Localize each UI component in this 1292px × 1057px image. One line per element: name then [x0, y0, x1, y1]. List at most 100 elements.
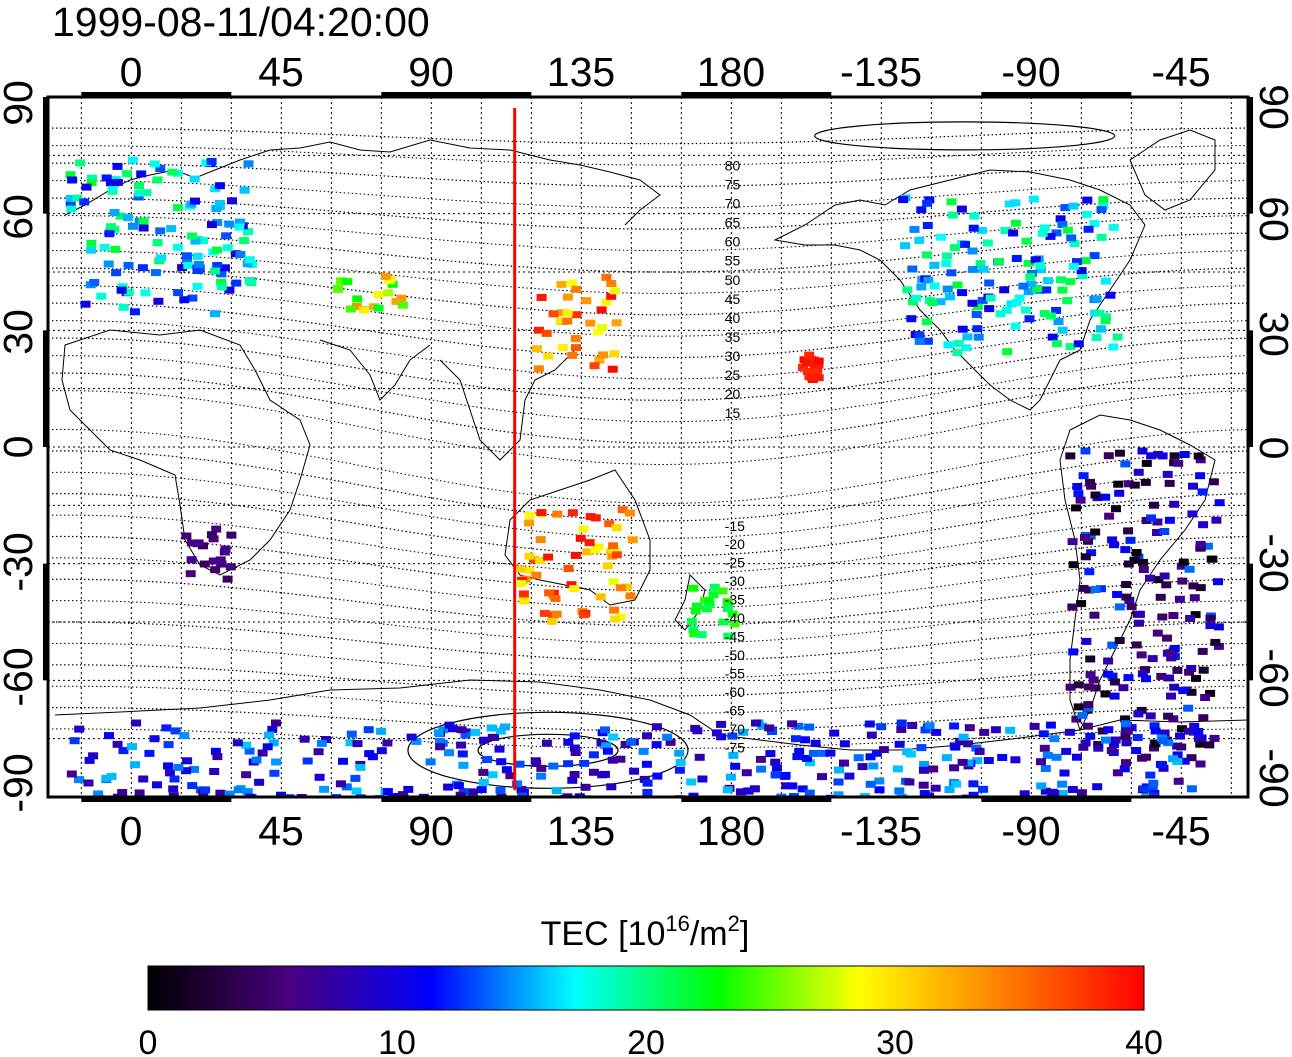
tec-cell	[1107, 672, 1118, 680]
tec-cell	[1185, 615, 1196, 622]
tec-cell	[566, 279, 577, 287]
tec-cell	[111, 269, 122, 277]
tec-cell	[569, 771, 580, 778]
top-lon-label: 45	[258, 49, 304, 95]
tec-cell	[787, 720, 797, 728]
tec-cell	[916, 283, 927, 291]
tec-cell	[597, 323, 608, 331]
tec-cell	[1047, 333, 1058, 341]
mag-lat-label: 45	[725, 291, 741, 307]
frame-bar-left	[43, 97, 49, 214]
tec-cell	[1205, 614, 1216, 622]
tec-cell	[1166, 692, 1176, 700]
tec-cell	[772, 764, 782, 772]
tec-cell	[990, 726, 1001, 734]
tec-cell	[134, 189, 145, 197]
tec-cell	[978, 785, 989, 793]
tec-cell	[1193, 728, 1204, 735]
tec-cell	[1100, 493, 1111, 501]
mag-lat-label: -35	[725, 592, 745, 608]
tec-cell	[66, 205, 77, 213]
tec-cell	[1083, 683, 1094, 691]
tec-cell	[1190, 611, 1201, 619]
tec-cell	[943, 341, 954, 349]
tec-cell	[1078, 743, 1089, 751]
tec-cell	[1120, 732, 1131, 740]
tec-cell	[276, 791, 286, 797]
tec-cell	[163, 741, 174, 749]
tec-cell	[1198, 714, 1209, 722]
tec-cell	[651, 723, 662, 731]
tec-cell	[1101, 313, 1111, 321]
tec-cell	[215, 789, 226, 797]
tec-cell	[1114, 603, 1125, 611]
tec-cell	[242, 260, 253, 268]
tec-cell	[1064, 728, 1075, 736]
tec-cell	[952, 281, 963, 289]
tec-cell	[972, 303, 983, 311]
tec-cell	[1019, 790, 1030, 797]
tec-cell	[790, 735, 801, 743]
tec-cell	[183, 262, 194, 269]
tec-cell	[179, 732, 190, 740]
tec-cell	[214, 200, 225, 207]
coast-se-asia	[439, 344, 581, 461]
tec-cell	[1198, 521, 1209, 529]
tec-cell	[1140, 478, 1151, 486]
tec-cell	[1094, 309, 1105, 317]
top-lon-label: 0	[120, 49, 143, 95]
tec-cell	[979, 728, 990, 736]
tec-cell	[181, 532, 192, 540]
tec-cell	[610, 546, 621, 554]
tec-cell	[688, 584, 699, 592]
tec-cell	[1164, 674, 1174, 682]
tec-cell	[239, 237, 250, 245]
tec-cell	[593, 328, 604, 336]
tec-cell	[536, 764, 547, 772]
tec-cell	[257, 749, 268, 757]
tec-cell	[172, 204, 183, 211]
tec-cell	[244, 277, 255, 285]
tec-cell	[133, 193, 144, 201]
tec-cell	[1211, 516, 1222, 524]
tec-cell	[1109, 541, 1119, 549]
tec-cell	[589, 362, 600, 370]
tec-cell	[1121, 581, 1132, 588]
tec-cell	[833, 791, 844, 797]
tec-cell	[1093, 741, 1104, 748]
tec-cell	[567, 509, 578, 517]
tec-cell	[1176, 562, 1187, 570]
mag-lat-label: 80	[725, 157, 741, 173]
tec-cell	[1077, 711, 1088, 719]
left-lat-label: -90	[0, 753, 41, 812]
tec-cell	[380, 272, 391, 280]
tec-cell	[985, 294, 996, 302]
tec-cell	[1071, 504, 1081, 512]
frame-bar-left	[43, 330, 49, 447]
tec-cell	[569, 732, 580, 740]
tec-cell	[639, 775, 650, 783]
tec-cell	[1091, 295, 1102, 303]
tec-cell	[952, 349, 963, 357]
tec-cell	[865, 780, 876, 788]
tec-cell	[557, 344, 568, 351]
tec-cell	[235, 218, 245, 226]
mag-lat-label: -70	[725, 721, 745, 737]
tec-cell	[723, 632, 734, 640]
tec-cell	[168, 785, 179, 793]
tec-cell	[515, 565, 526, 573]
tec-cell	[921, 251, 932, 259]
tec-cell	[93, 790, 104, 797]
tec-cell	[425, 758, 436, 766]
tec-cell	[1107, 536, 1118, 544]
tec-cell	[1169, 645, 1180, 652]
colorbar-label-sup2: 2	[728, 911, 740, 936]
tec-cell	[1197, 488, 1208, 496]
tec-cell	[505, 772, 516, 780]
tec-cell	[530, 757, 541, 765]
tec-cell	[345, 739, 356, 747]
colorbar-label: TEC [1016/m2]	[541, 911, 750, 953]
tec-cell	[1091, 334, 1102, 341]
tec-cell	[957, 325, 968, 333]
tec-cell	[1035, 262, 1046, 270]
